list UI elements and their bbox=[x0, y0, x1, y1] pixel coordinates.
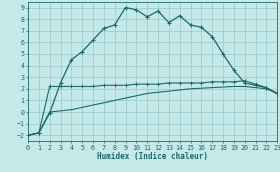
X-axis label: Humidex (Indice chaleur): Humidex (Indice chaleur) bbox=[97, 152, 208, 161]
